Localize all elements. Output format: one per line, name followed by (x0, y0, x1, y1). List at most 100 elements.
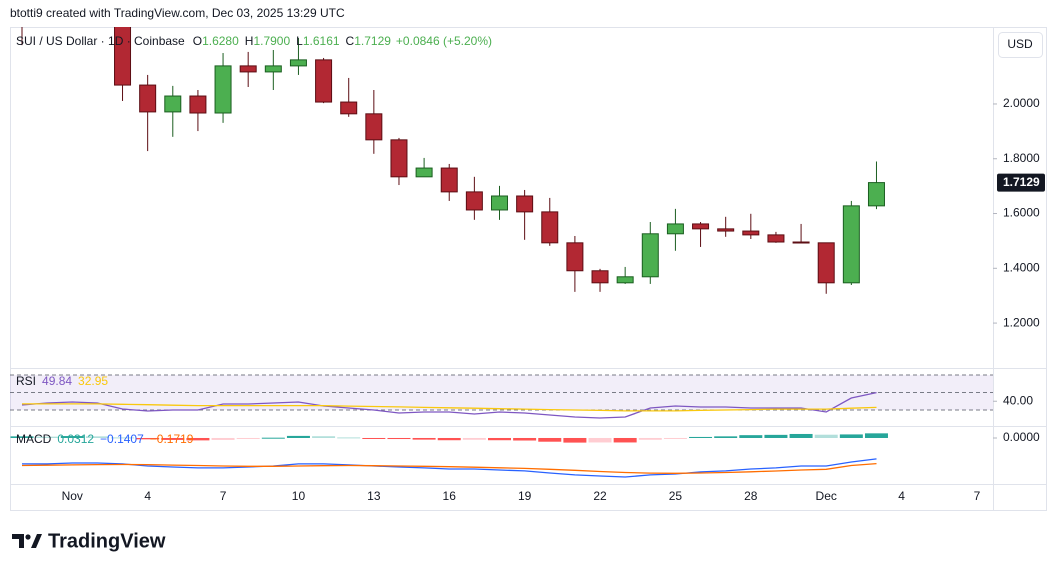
legend-value: 1.7129 (354, 34, 391, 48)
candle-body (491, 195, 508, 211)
histogram-bar (462, 437, 486, 440)
legend: RSI 49.84 32.95 (16, 374, 108, 388)
histogram-bar (488, 437, 511, 441)
macd-pane (10, 433, 888, 478)
histogram-bar (186, 437, 210, 441)
candle-body (164, 95, 182, 113)
histogram-bar (85, 436, 109, 438)
y-tick-label: 40.00 (1003, 393, 1033, 407)
candle-body (641, 233, 659, 278)
y-tick-label: 1.4000 (1003, 260, 1040, 274)
histogram-bar (513, 437, 537, 441)
histogram-bar (739, 435, 763, 438)
y-tick-label: 1.8000 (1003, 151, 1040, 165)
legend-title: SUI / US Dollar · 1D · Coinbase (16, 34, 185, 48)
candle-body (817, 242, 835, 284)
candle-body (390, 139, 408, 178)
x-tick-label: 28 (744, 489, 758, 503)
histogram-bar (387, 437, 411, 440)
legend-value: 0.0312 (57, 432, 94, 446)
histogram-bar (236, 437, 260, 439)
x-tick-label: 25 (669, 489, 683, 503)
logo-mark (12, 534, 24, 548)
candle-body (742, 230, 760, 236)
y-tick-label: 1.6000 (1003, 206, 1040, 220)
chart-frame (10, 27, 1047, 511)
histogram-bar (864, 433, 888, 438)
histogram-bar (789, 433, 813, 438)
candle-body (792, 241, 810, 244)
x-tick-label: 10 (292, 489, 306, 503)
legend-value: 32.95 (78, 374, 108, 388)
histogram-bar (412, 437, 436, 440)
candle-body (566, 242, 584, 272)
candle-body (842, 205, 860, 284)
histogram-bar (60, 436, 84, 438)
legend-value: 49.84 (42, 374, 72, 388)
legend-change: +0.0846 (+5.20%) (396, 34, 492, 48)
legend-key: L (296, 34, 303, 48)
candle-body (315, 59, 333, 103)
y-tick-label: 0.0000 (1003, 430, 1040, 444)
y-tick-label: 1.2000 (1003, 315, 1040, 329)
histogram-bar (663, 437, 687, 439)
indicator-line (22, 458, 877, 478)
candle-body (541, 211, 559, 244)
x-tick-label: 13 (367, 489, 381, 503)
histogram-bar (161, 437, 185, 440)
currency-button[interactable] (998, 32, 1043, 58)
candle-body (239, 65, 257, 73)
candle-body (616, 276, 634, 284)
legend-title: RSI (16, 374, 36, 388)
logo (12, 534, 42, 548)
histogram-bar (839, 434, 863, 438)
x-tick-label: 22 (593, 489, 607, 503)
candle-body (591, 270, 609, 284)
histogram-bar (211, 437, 235, 440)
legend: SUI / US Dollar · 1D · Coinbase O1.6280 H1… (16, 34, 492, 48)
candles (21, 27, 885, 294)
histogram-bar (563, 437, 587, 443)
x-tick-label: 7 (220, 489, 227, 503)
candle-body (692, 223, 710, 230)
x-tick-label: 4 (898, 489, 905, 503)
indicator-line (21, 391, 877, 419)
x-tick-label: 16 (443, 489, 457, 503)
logo-text: TradingView (48, 530, 166, 552)
header-text: btotti9 created with TradingView.com, De… (10, 6, 345, 20)
x-tick-label: Nov (62, 489, 83, 503)
histogram-bar (111, 437, 135, 439)
histogram-bar (286, 435, 310, 438)
histogram-bar (312, 436, 336, 438)
candle-body (340, 101, 358, 115)
last-price-tag (997, 173, 1045, 192)
histogram-bar (689, 436, 713, 438)
y-tick-label: 2.0000 (1003, 96, 1040, 110)
currency-label: USD (1007, 37, 1033, 51)
legend: MACD 0.0312 −0.1407 −0.1719 (16, 432, 194, 446)
histogram-bar (362, 437, 386, 439)
candle-body (289, 59, 307, 67)
legend-value: −0.1719 (150, 432, 194, 446)
histogram-bar (261, 437, 285, 439)
x-tick-label: Dec (816, 489, 837, 503)
indicator-line (21, 462, 877, 474)
histogram-bar (613, 437, 637, 443)
histogram-bar (337, 437, 361, 439)
legend-value: −0.1407 (100, 432, 144, 446)
candle-body (867, 182, 885, 207)
legend-key: H (245, 34, 254, 48)
candle-body (415, 167, 433, 178)
histogram-bar (437, 437, 461, 441)
candle-body (516, 195, 534, 213)
indicator-line (22, 403, 877, 412)
candle-body (139, 84, 157, 113)
logo-mark (25, 534, 31, 540)
histogram-bar (764, 434, 788, 438)
candle-body (465, 191, 483, 211)
histogram-bar (35, 436, 59, 438)
candle-body (767, 234, 785, 243)
legend-value: 1.6161 (303, 34, 340, 48)
